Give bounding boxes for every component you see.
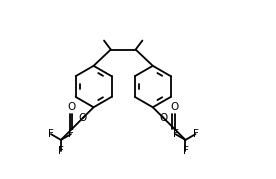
Text: O: O <box>68 102 76 112</box>
Text: O: O <box>79 113 87 123</box>
Text: O: O <box>160 113 168 123</box>
Text: F: F <box>58 146 64 156</box>
Text: F: F <box>68 129 74 139</box>
Text: F: F <box>172 129 178 139</box>
Text: O: O <box>171 102 179 112</box>
Text: F: F <box>182 146 189 156</box>
Text: F: F <box>193 129 198 139</box>
Text: F: F <box>48 129 54 139</box>
